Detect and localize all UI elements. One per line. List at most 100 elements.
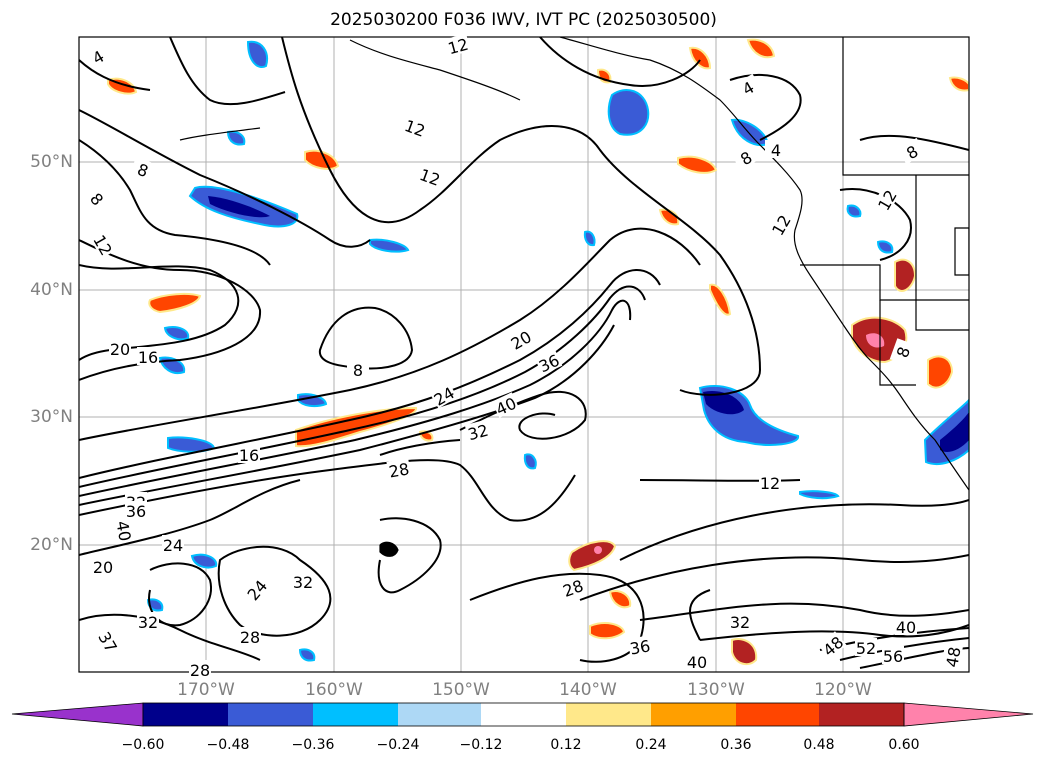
contour-label-bg bbox=[242, 575, 271, 604]
contour-label: 48 bbox=[942, 645, 964, 668]
contour-label: 32 bbox=[466, 421, 491, 445]
map-title: 2025030200 F036 IWV, IVT PC (2025030500) bbox=[330, 10, 717, 30]
colorbar-tick: 0.60 bbox=[888, 737, 920, 753]
contour-label-bg bbox=[506, 325, 535, 353]
contour-label-bg bbox=[766, 210, 794, 239]
contour-label: 36 bbox=[126, 502, 146, 521]
contour-label-bg bbox=[897, 137, 926, 165]
colorbar-tick: −0.24 bbox=[376, 737, 420, 753]
contour-label: 16 bbox=[239, 446, 259, 465]
contour-label: 32 bbox=[138, 613, 158, 632]
contour-label-bg bbox=[559, 574, 587, 600]
contour-label-bg bbox=[534, 349, 563, 375]
contour-label-bg bbox=[125, 501, 147, 519]
contour-label-bg bbox=[292, 572, 314, 590]
contour-label-bg bbox=[627, 635, 653, 657]
contour-label-bg bbox=[733, 73, 762, 101]
contour-label: 28 bbox=[240, 628, 260, 647]
contour-label-bg bbox=[189, 660, 211, 678]
contour-label: 32 bbox=[293, 573, 313, 592]
contour-label-bg bbox=[882, 646, 904, 664]
colorbar-tick: 0.48 bbox=[803, 737, 835, 753]
colorbar-tick: 0.12 bbox=[550, 737, 582, 753]
colorbar-swatch bbox=[228, 703, 313, 726]
contour-label: 40 bbox=[687, 653, 707, 672]
contour-label: 12 bbox=[446, 35, 471, 59]
colorbar-tick: −0.48 bbox=[206, 737, 250, 753]
contour-label-bg bbox=[239, 627, 261, 645]
contour-label: 28 bbox=[190, 661, 210, 680]
contour-label: 36 bbox=[628, 636, 651, 658]
ivt-anomaly-fills bbox=[107, 38, 969, 666]
contour-label-bg bbox=[95, 627, 123, 656]
contour-label: 32 bbox=[730, 613, 750, 632]
contour-label-bg bbox=[889, 338, 915, 366]
colorbar-swatch bbox=[566, 703, 651, 726]
contour-label-bg bbox=[386, 458, 412, 480]
colorbar-swatch bbox=[313, 703, 398, 726]
contour-label-bg bbox=[137, 612, 159, 630]
contour-label: 24 bbox=[163, 536, 183, 555]
contour-label-bg bbox=[941, 644, 963, 670]
contour-label: 40 bbox=[896, 618, 916, 637]
contour-label: 16 bbox=[138, 348, 158, 367]
colorbar-tick: −0.12 bbox=[459, 737, 503, 753]
contour-label-bg bbox=[137, 347, 159, 365]
contour-label: 20 bbox=[93, 558, 113, 577]
lon-label-160w: 160°W bbox=[305, 680, 363, 700]
contour-label-bg bbox=[90, 230, 118, 259]
colorbar-swatch bbox=[736, 703, 819, 726]
colorbar-over-extension bbox=[903, 702, 1034, 727]
colorbar-tick: −0.36 bbox=[291, 737, 335, 753]
lon-label-130w: 130°W bbox=[687, 680, 745, 700]
contour-label-bg bbox=[444, 33, 471, 57]
contour-label: 56 bbox=[883, 647, 903, 666]
contour-label-bg bbox=[818, 631, 847, 660]
contour-label-bg bbox=[416, 163, 444, 189]
contour-label-bg bbox=[238, 445, 260, 463]
contour-label-bg bbox=[731, 143, 760, 171]
contour-label-bg bbox=[759, 473, 781, 491]
contour-label-bg bbox=[765, 140, 787, 158]
contour-label-bg bbox=[114, 518, 136, 544]
contour-label: 12 bbox=[760, 474, 780, 493]
contour-label-bg bbox=[92, 557, 114, 575]
lon-label-120w: 120°W bbox=[814, 680, 872, 700]
lon-label-170w: 170°W bbox=[177, 680, 235, 700]
contour-label-bg bbox=[895, 617, 917, 635]
contour-label: 52 bbox=[856, 639, 876, 658]
lon-label-150w: 150°W bbox=[432, 680, 490, 700]
colorbar-tick: −0.60 bbox=[121, 737, 165, 753]
colorbar-swatch bbox=[398, 703, 481, 726]
colorbar-tick: 0.24 bbox=[635, 737, 667, 753]
lat-label-20n: 20°N bbox=[30, 535, 73, 555]
colorbar-swatch bbox=[143, 703, 228, 726]
lat-label-30n: 30°N bbox=[30, 407, 73, 427]
contour-label: 28 bbox=[387, 459, 410, 481]
map-frame bbox=[78, 36, 970, 673]
contour-label-bg bbox=[872, 185, 900, 214]
map-area bbox=[79, 37, 969, 672]
lon-label-140w: 140°W bbox=[559, 680, 617, 700]
contour-label-bg bbox=[464, 419, 491, 443]
contour-label: 8 bbox=[353, 361, 363, 380]
contour-label-bg bbox=[109, 339, 131, 357]
contour-label: 20 bbox=[110, 340, 130, 359]
contour-label-bg bbox=[686, 652, 708, 670]
contour-label-bg bbox=[729, 612, 751, 630]
contour-label-bg bbox=[83, 184, 112, 213]
contour-label: 40 bbox=[112, 519, 134, 542]
colorbar-tick: 0.36 bbox=[720, 737, 752, 753]
contour-label-bg bbox=[83, 42, 112, 70]
contour-label-bg bbox=[347, 360, 369, 378]
contour-label-bg bbox=[129, 156, 157, 182]
contour-label-bg bbox=[491, 392, 520, 418]
colorbar-swatch bbox=[651, 703, 736, 726]
contour-label-bg bbox=[429, 381, 458, 409]
lat-label-40n: 40°N bbox=[30, 280, 73, 300]
colorbar-swatch bbox=[481, 703, 566, 726]
contour-label-bg bbox=[855, 638, 877, 656]
lat-label-50n: 50°N bbox=[30, 152, 73, 172]
contour-label-bg bbox=[162, 535, 184, 553]
